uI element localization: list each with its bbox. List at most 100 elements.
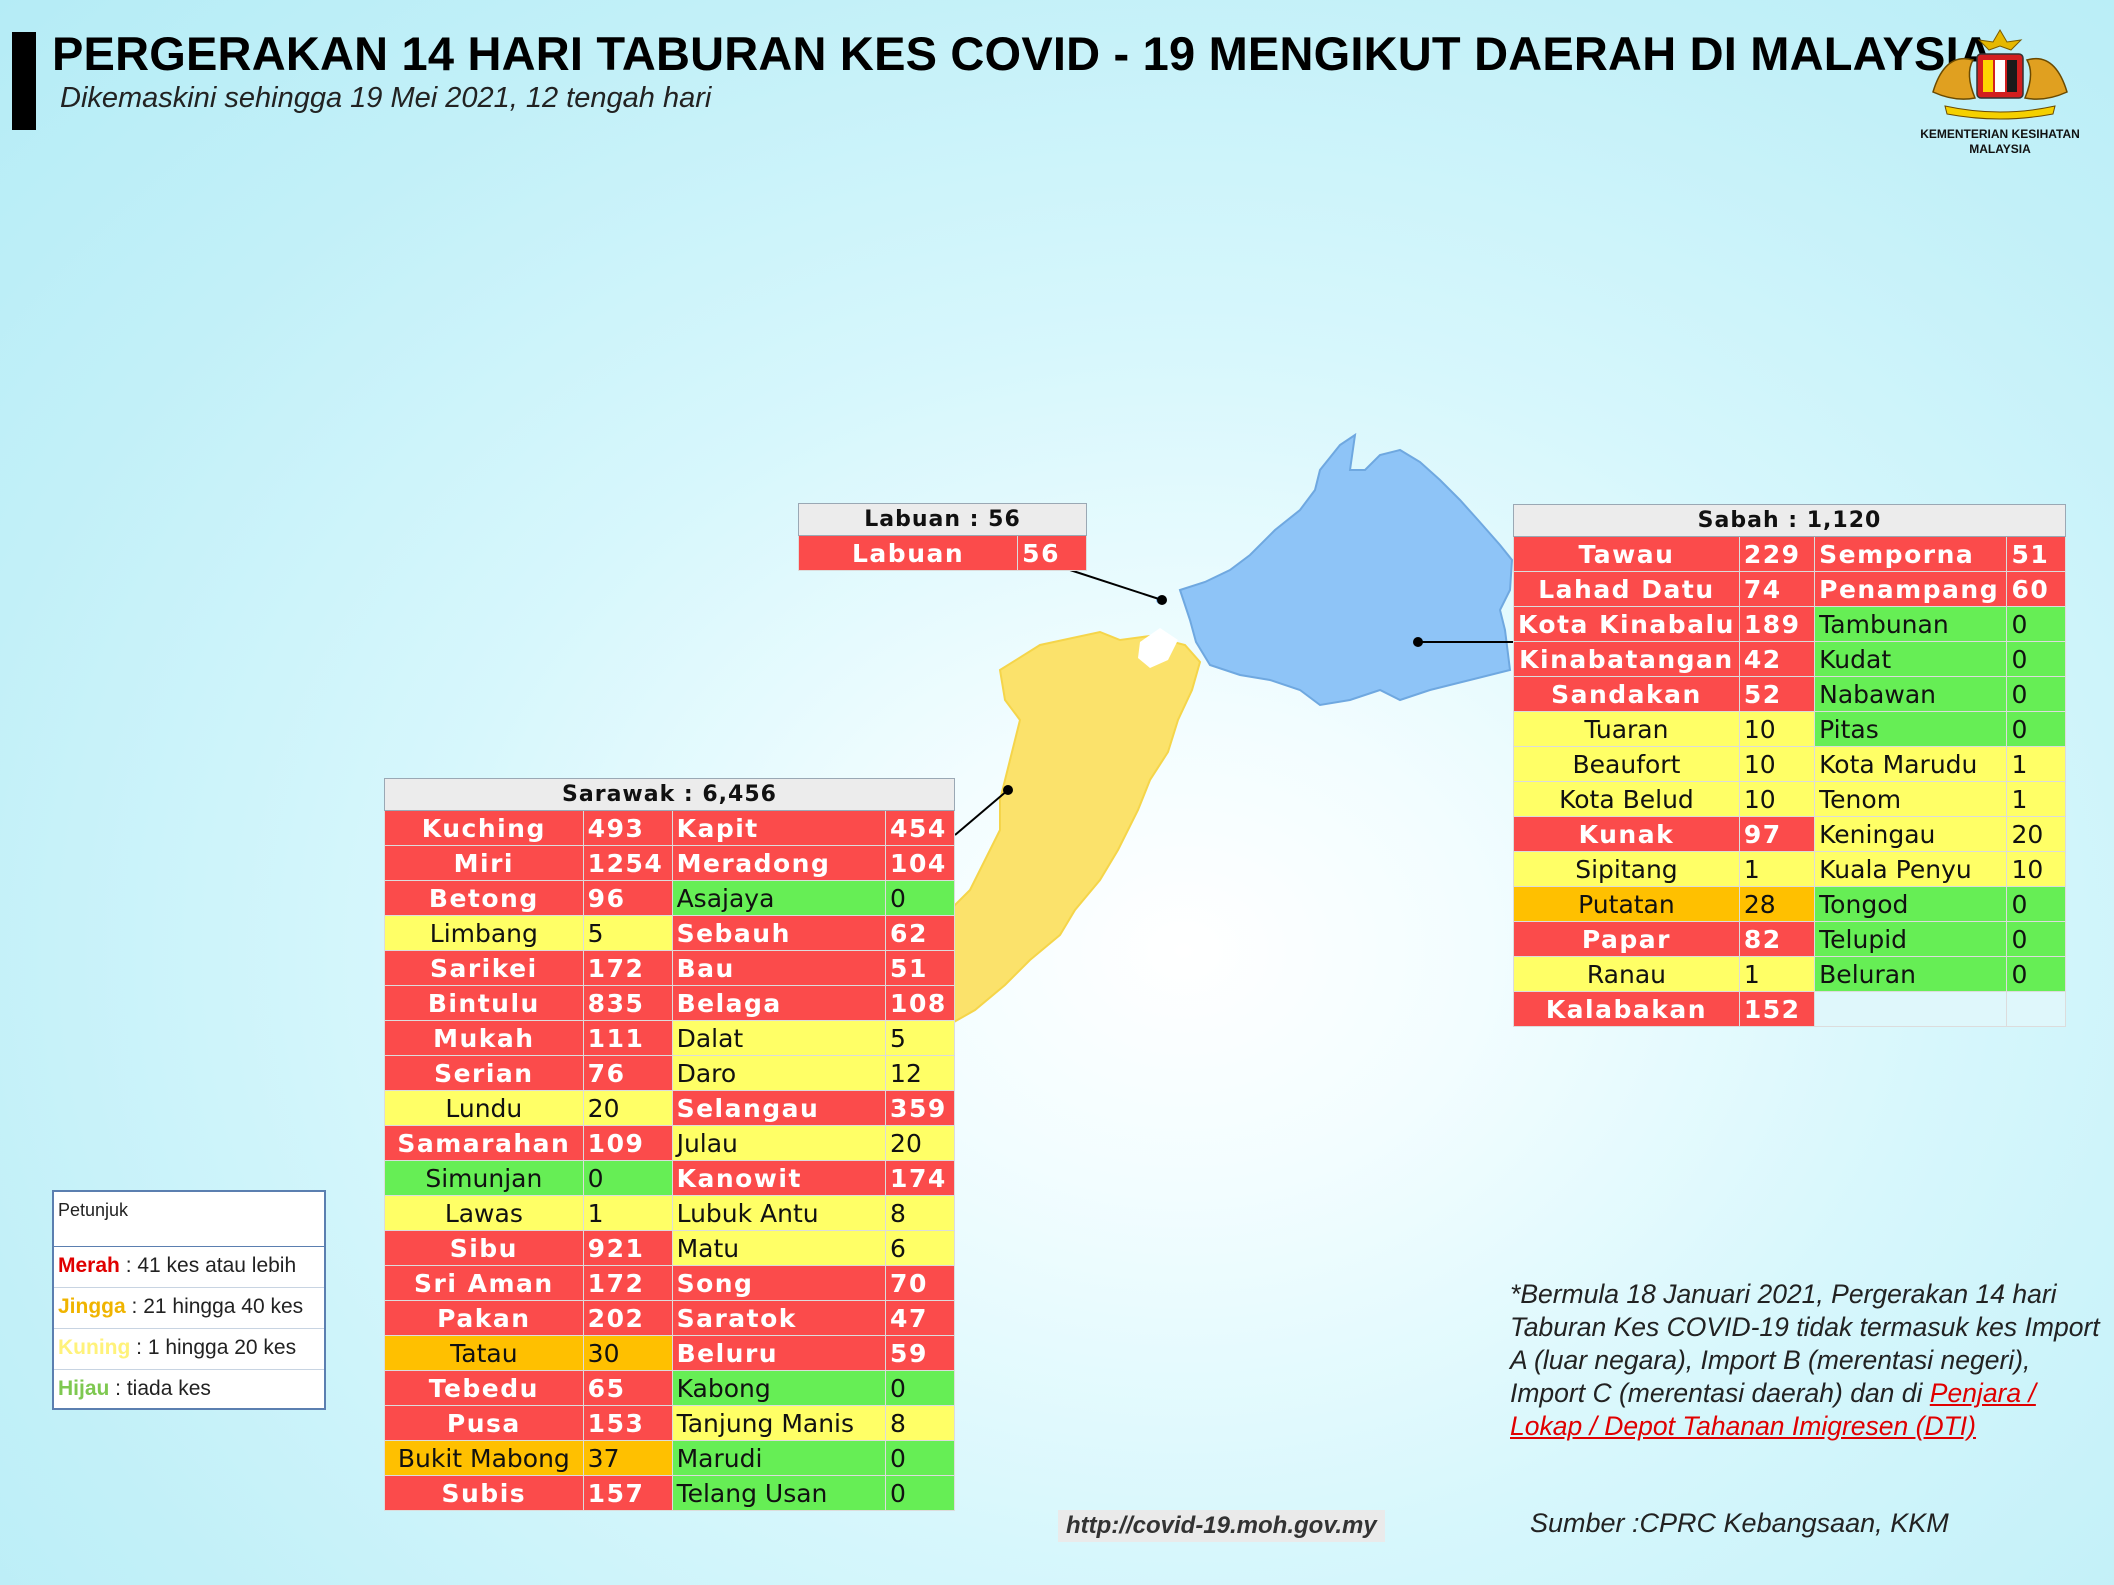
page-title: PERGERAKAN 14 HARI TABURAN KES COVID - 1…: [52, 27, 1993, 80]
logo-text-line1: KEMENTERIAN KESIHATAN: [1920, 127, 2080, 141]
district-tambunan: Tambunan: [1814, 606, 2008, 642]
coat-of-arms-icon: [1932, 29, 2068, 120]
district-daro: Daro: [671, 1055, 887, 1091]
district-selangau: Selangau: [671, 1090, 887, 1126]
sarawak-pointer-dot: [1003, 785, 1013, 795]
case-count: 0: [2006, 676, 2066, 712]
district-belaga: Belaga: [671, 985, 887, 1021]
district-limbang: Limbang: [384, 915, 584, 951]
labuan-pointer-line: [1069, 569, 1163, 601]
table-row: Kota Belud 10 Tenom 1: [1513, 781, 2066, 817]
district-tanjung-manis: Tanjung Manis: [671, 1405, 887, 1441]
case-count: 70: [885, 1265, 955, 1301]
case-count: 10: [1738, 711, 1816, 747]
district-pitas: Pitas: [1814, 711, 2008, 747]
table-row: Samarahan 109 Julau 20: [384, 1125, 955, 1161]
district-marudi: Marudi: [671, 1440, 887, 1476]
district-subis: Subis: [384, 1475, 584, 1511]
legend-item-hijau: Hijau : tiada kes: [54, 1370, 324, 1411]
table-row: Limbang 5 Sebauh 62: [384, 915, 955, 951]
district-labuan: Labuan: [797, 535, 1019, 571]
table-row: Bintulu 835 Belaga 108: [384, 985, 955, 1021]
legend-desc: : 41 kes atau lebih: [119, 1254, 297, 1277]
sabah-table: Sabah : 1,120 Tawau 229 Semporna 51 Lahad Da…: [1513, 504, 2066, 1027]
case-count: 189: [1738, 606, 1816, 642]
table-row: Sipitang 1 Kuala Penyu 10: [1513, 851, 2066, 887]
case-count: 0: [2006, 921, 2066, 957]
table-row: Labuan 56: [797, 535, 1087, 571]
case-count: 20: [582, 1090, 673, 1126]
sabah-header: Sabah : 1,120: [1513, 504, 2066, 537]
case-count: 104: [885, 845, 955, 881]
district-julau: Julau: [671, 1125, 887, 1161]
case-count: 10: [1738, 781, 1816, 817]
case-count: 12: [885, 1055, 955, 1091]
legend-key: Jingga: [58, 1295, 126, 1318]
case-count: 1: [582, 1195, 673, 1231]
district-kuching: Kuching: [384, 810, 584, 846]
district-samarahan: Samarahan: [384, 1125, 584, 1161]
case-count: 157: [582, 1475, 673, 1511]
district-matu: Matu: [671, 1230, 887, 1266]
district-mukah: Mukah: [384, 1020, 584, 1056]
case-count: 30: [582, 1335, 673, 1371]
sarawak-pointer-line: [954, 789, 1009, 836]
case-count: 493: [582, 810, 673, 846]
table-row: Serian 76 Daro 12: [384, 1055, 955, 1091]
district-kalabakan: Kalabakan: [1513, 991, 1740, 1027]
district-pakan: Pakan: [384, 1300, 584, 1336]
case-count: 62: [885, 915, 955, 951]
case-count: 60: [2006, 571, 2066, 607]
district-sarikei: Sarikei: [384, 950, 584, 986]
case-count: 0: [885, 1440, 955, 1476]
brunei-gap: [1138, 628, 1178, 668]
page-subtitle: Dikemaskini sehingga 19 Mei 2021, 12 ten…: [60, 82, 712, 114]
table-row: Tawau 229 Semporna 51: [1513, 536, 2066, 572]
table-row: Subis 157 Telang Usan 0: [384, 1475, 955, 1511]
case-count: 229: [1738, 536, 1816, 572]
case-count: 109: [582, 1125, 673, 1161]
table-row: Sarikei 172 Bau 51: [384, 950, 955, 986]
district-saratok: Saratok: [671, 1300, 887, 1336]
case-count: 0: [2006, 711, 2066, 747]
case-count: 0: [2006, 606, 2066, 642]
table-row: Pusa 153 Tanjung Manis 8: [384, 1405, 955, 1441]
district-serian: Serian: [384, 1055, 584, 1091]
district-ranau: Ranau: [1513, 956, 1740, 992]
case-count: 37: [582, 1440, 673, 1476]
case-count: 1: [2006, 746, 2066, 782]
legend-key: Hijau: [58, 1377, 110, 1400]
source-url[interactable]: http://covid-19.moh.gov.my: [1058, 1510, 1385, 1542]
sabah-region: [1178, 432, 1514, 707]
table-row: Sandakan 52 Nabawan 0: [1513, 676, 2066, 712]
district-miri: Miri: [384, 845, 584, 881]
legend-desc: : tiada kes: [109, 1377, 211, 1400]
table-row: Tatau 30 Beluru 59: [384, 1335, 955, 1371]
district-tuaran: Tuaran: [1513, 711, 1740, 747]
dti-link[interactable]: Penjara / Lokap / Depot Tahanan Imigrese…: [1510, 1378, 2036, 1441]
district-sebauh: Sebauh: [671, 915, 887, 951]
district-lahad-datu: Lahad Datu: [1513, 571, 1740, 607]
table-row: Kalabakan 152: [1513, 991, 2066, 1027]
legend-item-merah: Merah : 41 kes atau lebih: [54, 1247, 324, 1288]
case-count: 20: [885, 1125, 955, 1161]
case-count: 6: [885, 1230, 955, 1266]
kkm-logo: KEMENTERIAN KESIHATAN MALAYSIA: [1910, 22, 2090, 156]
labuan-pointer-dot: [1157, 595, 1167, 605]
district-beaufort: Beaufort: [1513, 746, 1740, 782]
district-tenom: Tenom: [1814, 781, 2008, 817]
district-kota-kinabalu: Kota Kinabalu: [1513, 606, 1740, 642]
district-asajaya: Asajaya: [671, 880, 887, 916]
district-kuala-penyu: Kuala Penyu: [1814, 851, 2008, 887]
case-count: 0: [582, 1160, 673, 1196]
table-row: Kota Kinabalu 189 Tambunan 0: [1513, 606, 2066, 642]
district-beluru: Beluru: [671, 1335, 887, 1371]
case-count: 1: [1738, 851, 1816, 887]
case-count: 111: [582, 1020, 673, 1056]
case-count: 0: [2006, 641, 2066, 677]
district-bintulu: Bintulu: [384, 985, 584, 1021]
case-count: 454: [885, 810, 955, 846]
case-count: 42: [1738, 641, 1816, 677]
case-count: 0: [885, 880, 955, 916]
sarawak-header: Sarawak : 6,456: [384, 778, 955, 811]
